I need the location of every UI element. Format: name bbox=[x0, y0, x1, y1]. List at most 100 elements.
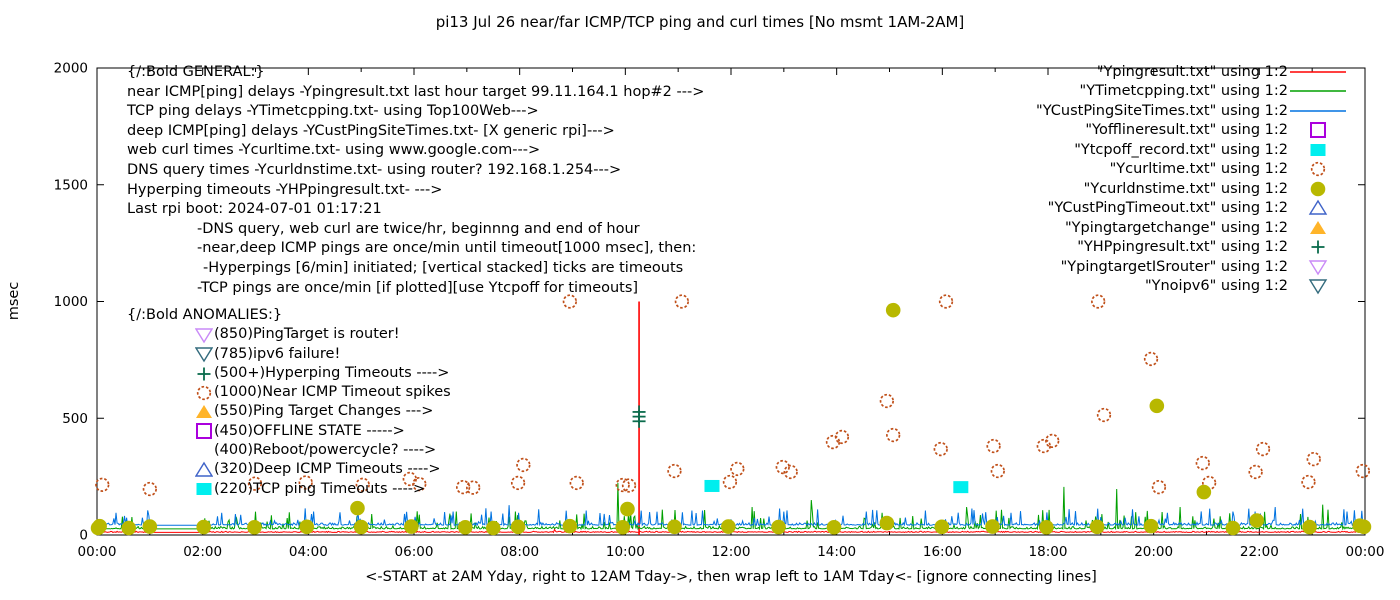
legend-label: "Yofflineresult.txt" using 1:2 bbox=[1085, 122, 1288, 139]
x-tick-label: 14:00 bbox=[817, 544, 856, 560]
legend-marker-filled-triangle-up-icon bbox=[1288, 219, 1352, 237]
anomaly-label: (850)PingTarget is router! bbox=[214, 326, 400, 343]
legend-entry: "Ypingtargetchange" using 1:2 bbox=[900, 218, 1352, 238]
anomaly-label: (1000)Near ICMP Timeout spikes bbox=[214, 384, 451, 401]
legend-entry: "YTimetcpping.txt" using 1:2 bbox=[900, 82, 1352, 102]
legend-entry: "YCustPingTimeout.txt" using 1:2 bbox=[900, 199, 1352, 219]
legend-label: "YpingtargetISrouter" using 1:2 bbox=[1060, 258, 1288, 275]
legend-entry: "Ycurltime.txt" using 1:2 bbox=[900, 160, 1352, 180]
x-tick-label: 12:00 bbox=[712, 544, 751, 560]
legend-marker-line-icon bbox=[1288, 82, 1352, 100]
legend-entry: "Ycurldnstime.txt" using 1:2 bbox=[900, 179, 1352, 199]
y-tick-label: 2000 bbox=[54, 61, 88, 77]
legend-entry: "YCustPingSiteTimes.txt" using 1:2 bbox=[900, 101, 1352, 121]
anomaly-marker-none bbox=[195, 442, 213, 460]
general-line: web curl times -Ycurltime.txt- using www… bbox=[127, 142, 541, 159]
anomaly-item: (220)TCP ping Timeouts ----> bbox=[195, 480, 451, 499]
x-tick-label: 02:00 bbox=[183, 544, 222, 560]
anomaly-item: (500+)Hyperping Timeouts ----> bbox=[195, 364, 451, 383]
anomaly-marker-open-triangle-down-icon bbox=[195, 326, 213, 344]
anomaly-marker-open-triangle-up-icon bbox=[195, 461, 213, 479]
legend-label: "Ycurldnstime.txt" using 1:2 bbox=[1083, 180, 1288, 197]
legend-entry: "YHPpingresult.txt" using 1:2 bbox=[900, 238, 1352, 258]
anomaly-marker-plus-icon bbox=[195, 365, 213, 383]
general-line: -TCP pings are once/min [if plotted][use… bbox=[197, 279, 639, 296]
legend-entry: "YpingtargetISrouter" using 1:2 bbox=[900, 257, 1352, 277]
general-line: -DNS query, web curl are twice/hr, begin… bbox=[197, 220, 640, 237]
anomaly-label: (400)Reboot/powercycle? ----> bbox=[214, 442, 437, 459]
legend-marker-open-triangle-down-icon bbox=[1288, 277, 1352, 295]
anomaly-item: (785)ipv6 failure! bbox=[195, 345, 451, 364]
x-tick-label: 00:00 bbox=[1346, 544, 1385, 560]
x-tick-label: 22:00 bbox=[1240, 544, 1279, 560]
legend-label: "Ypingtargetchange" using 1:2 bbox=[1065, 219, 1288, 236]
legend-marker-open-triangle-up-icon bbox=[1288, 199, 1352, 217]
scatter-Ycurldnstime bbox=[90, 302, 1372, 536]
anomalies-annotations: {/:Bold ANOMALIES:} (850)PingTarget is ro… bbox=[127, 306, 451, 499]
x-tick-label: 18:00 bbox=[1029, 544, 1068, 560]
general-line: Hyperping timeouts -YHPpingresult.txt- -… bbox=[127, 181, 443, 198]
general-line: {/:Bold GENERAL:} bbox=[127, 64, 265, 80]
anomaly-item: (450)OFFLINE STATE -----> bbox=[195, 422, 451, 441]
anomaly-label: (220)TCP ping Timeouts ----> bbox=[214, 480, 426, 497]
anomalies-header: {/:Bold ANOMALIES:} bbox=[127, 307, 283, 323]
x-tick-label: 16:00 bbox=[923, 544, 962, 560]
general-line: Last rpi boot: 2024-07-01 01:17:21 bbox=[127, 201, 382, 218]
anomaly-marker-open-circle-icon bbox=[195, 384, 213, 402]
x-tick-label: 00:00 bbox=[78, 544, 117, 560]
anomaly-label: (320)Deep ICMP Timeouts ----> bbox=[214, 461, 441, 478]
legend: "Ypingresult.txt" using 1:2 "YTimetcpping… bbox=[900, 62, 1352, 296]
general-line: near ICMP[ping] delays -Ypingresult.txt … bbox=[127, 83, 705, 100]
legend-entry: "Ynoipv6" using 1:2 bbox=[900, 277, 1352, 297]
general-line: deep ICMP[ping] delays -YCustPingSiteTim… bbox=[127, 122, 615, 139]
legend-entry: "Ypingresult.txt" using 1:2 bbox=[900, 62, 1352, 82]
legend-marker-plus-icon bbox=[1288, 238, 1352, 256]
y-tick-label: 500 bbox=[62, 411, 88, 427]
anomaly-marker-filled-square-icon bbox=[195, 480, 213, 498]
legend-label: "Ypingresult.txt" using 1:2 bbox=[1096, 63, 1288, 80]
legend-marker-open-circle-icon bbox=[1288, 160, 1352, 178]
legend-label: "Ytcpoff_record.txt" using 1:2 bbox=[1074, 141, 1288, 158]
general-annotations: {/:Bold GENERAL:} near ICMP[ping] delays … bbox=[127, 63, 704, 298]
legend-label: "YTimetcpping.txt" using 1:2 bbox=[1079, 83, 1288, 100]
legend-marker-line-icon bbox=[1288, 63, 1352, 81]
scatter-YHPpingresult bbox=[632, 405, 646, 428]
anomaly-label: (450)OFFLINE STATE -----> bbox=[214, 422, 405, 439]
x-tick-label: 20:00 bbox=[1134, 544, 1173, 560]
general-line: DNS query times -Ycurldnstime.txt- using… bbox=[127, 161, 622, 178]
anomaly-marker-open-square-icon bbox=[195, 422, 213, 440]
anomaly-item: (320)Deep ICMP Timeouts ----> bbox=[195, 460, 451, 479]
x-tick-label: 04:00 bbox=[289, 544, 328, 560]
y-tick-label: 1500 bbox=[54, 177, 88, 193]
anomaly-label: (550)Ping Target Changes ---> bbox=[214, 403, 434, 420]
scatter-Ycurltime bbox=[95, 294, 1371, 497]
y-tick-label: 1000 bbox=[54, 294, 88, 310]
chart-title: pi13 Jul 26 near/far ICMP/TCP ping and c… bbox=[435, 13, 965, 31]
anomaly-item: (850)PingTarget is router! bbox=[195, 325, 451, 344]
legend-marker-open-square-icon bbox=[1288, 121, 1352, 139]
legend-label: "Ynoipv6" using 1:2 bbox=[1144, 278, 1288, 295]
anomaly-item: (1000)Near ICMP Timeout spikes bbox=[195, 383, 451, 402]
legend-entry: "Yofflineresult.txt" using 1:2 bbox=[900, 121, 1352, 141]
legend-marker-line-icon bbox=[1288, 102, 1352, 120]
x-tick-label: 06:00 bbox=[395, 544, 434, 560]
general-line: -near,deep ICMP pings are once/min until… bbox=[197, 240, 697, 257]
anomaly-marker-open-triangle-down-icon bbox=[195, 345, 213, 363]
x-axis-label: <-START at 2AM Yday, right to 12AM Tday-… bbox=[365, 569, 1097, 585]
legend-label: "YHPpingresult.txt" using 1:2 bbox=[1077, 239, 1288, 256]
anomaly-item: (400)Reboot/powercycle? ----> bbox=[195, 441, 451, 460]
legend-marker-filled-circle-icon bbox=[1288, 180, 1352, 198]
scatter-Ytcpoff_record bbox=[704, 479, 969, 494]
general-line: TCP ping delays -YTimetcpping.txt- using… bbox=[127, 103, 539, 120]
anomaly-item: (550)Ping Target Changes ---> bbox=[195, 402, 451, 421]
legend-label: "Ycurltime.txt" using 1:2 bbox=[1109, 161, 1288, 178]
x-tick-label: 08:00 bbox=[500, 544, 539, 560]
anomaly-marker-filled-triangle-up-icon bbox=[195, 403, 213, 421]
legend-label: "YCustPingTimeout.txt" using 1:2 bbox=[1047, 200, 1288, 217]
legend-label: "YCustPingSiteTimes.txt" using 1:2 bbox=[1036, 102, 1288, 119]
general-line: -Hyperpings [6/min] initiated; [vertical… bbox=[203, 259, 684, 276]
legend-marker-open-triangle-down-icon bbox=[1288, 258, 1352, 276]
legend-marker-filled-square-icon bbox=[1288, 141, 1352, 159]
